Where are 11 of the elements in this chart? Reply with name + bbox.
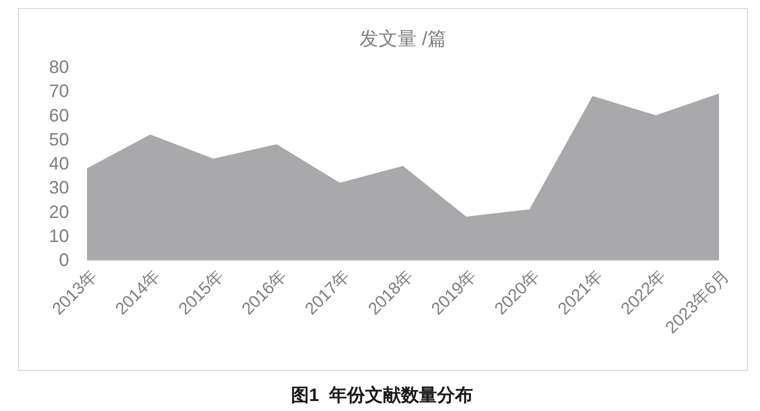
y-tick-label: 20 bbox=[48, 202, 69, 222]
y-tick-label: 30 bbox=[48, 178, 69, 198]
y-tick-label: 40 bbox=[48, 154, 69, 174]
y-tick-label: 60 bbox=[48, 105, 69, 126]
title: 发文量 /篇 bbox=[360, 29, 446, 50]
y-tick-label: 0 bbox=[58, 250, 69, 270]
y-tick-label: 70 bbox=[48, 81, 69, 102]
y-tick-label: 80 bbox=[48, 57, 69, 77]
caption: 图1 年份文献数量分布 bbox=[291, 385, 473, 405]
y-tick-label: 50 bbox=[48, 129, 69, 150]
y-tick-label: 10 bbox=[48, 226, 69, 246]
